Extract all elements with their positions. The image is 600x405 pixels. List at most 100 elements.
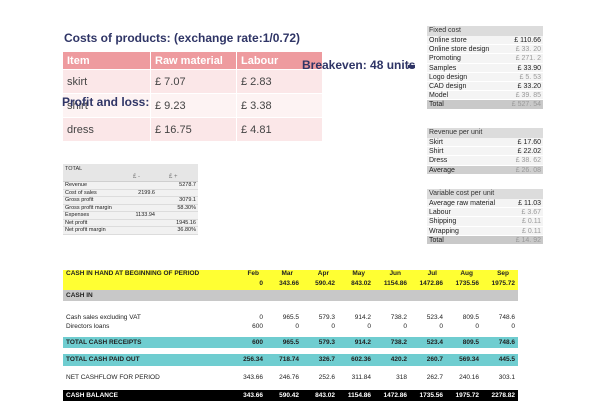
row-label: Model [429, 92, 449, 100]
row-value: 809.5 [462, 314, 479, 321]
month-label: Jul [427, 270, 437, 277]
row-value: £ 14. 92 [515, 236, 541, 244]
revenue-per-unit-table: Revenue per unit Skirt £ 17.60 Shirt £ 22.… [427, 128, 543, 175]
row-value: 0 [403, 323, 407, 330]
row-value: 343.66 [243, 374, 263, 381]
row-value-b: 58.30% [177, 204, 196, 211]
month-label: Jun [389, 270, 401, 277]
table-row: Gross profit margin 58.30% [63, 204, 198, 212]
row-label: Revenue [65, 182, 88, 188]
products-header-labour: Labour [236, 51, 323, 70]
product-labour: £ 3.38 [236, 93, 323, 118]
total-receipts-row: TOTAL CASH RECEIPTS 600 965.5 579.3 914.… [63, 337, 518, 348]
row-value: 420.2 [390, 356, 407, 363]
row-value: £ 22.02 [517, 148, 541, 156]
cashflow-table: CASH IN HAND AT BEGINNING OF PERIOD Feb … [63, 270, 518, 401]
table-row: Revenue 5278.7 [63, 182, 198, 190]
cash-in-header: CASH IN [63, 290, 518, 301]
row-value-b: 3079.1 [179, 197, 196, 203]
fixed-cost-title: Fixed cost [427, 26, 543, 36]
table-row: Online store £ 110.66 [427, 36, 543, 46]
row-value: 738.2 [390, 339, 407, 346]
row-value: 240.16 [459, 374, 479, 381]
row-value: £ 11.03 [518, 200, 541, 207]
row-value: 600 [252, 339, 263, 346]
row-value: £ 33.20 [517, 82, 541, 90]
row-value: 809.5 [462, 339, 479, 346]
product-labour: £ 4.81 [236, 117, 323, 142]
row-value: 246.76 [279, 374, 299, 381]
product-raw: £ 7.07 [150, 69, 237, 94]
table-row: Gross profit 3079.1 [63, 197, 198, 205]
row-label: Total [429, 236, 444, 244]
row-label: Skirt [429, 139, 443, 146]
net-cashflow-row: NET CASHFLOW FOR PERIOD 343.66 246.76 25… [63, 372, 518, 383]
total-paid-out-row: TOTAL CASH PAID OUT 256.34 718.74 326.7 … [63, 354, 518, 366]
row-value: 326.7 [318, 356, 335, 363]
revenue-title: Revenue per unit [427, 128, 543, 138]
breakeven-marker [408, 65, 415, 68]
row-label: Net profit [65, 219, 88, 226]
row-value: 738.2 [390, 314, 407, 321]
opening-label: CASH IN HAND AT BEGINNING OF PERIOD [66, 270, 200, 277]
table-row: Online store design £ 33. 20 [427, 45, 543, 55]
row-value-a: 2199.6 [138, 189, 155, 196]
table-row-total: Total £ 14. 92 [427, 235, 543, 245]
cash-balance-row: CASH BALANCE 343.66 590.42 843.02 1154.8… [63, 390, 518, 401]
row-label: Net profit margin [65, 227, 106, 233]
directors-loans-row: Directors loans 600 0 0 0 0 0 0 0 [63, 322, 518, 331]
row-value-b: 36.80% [177, 227, 196, 233]
products-header-row: Item Raw material Labour [62, 51, 323, 70]
product-raw: £ 16.75 [150, 117, 237, 142]
row-label: CAD design [429, 82, 467, 90]
row-value: 965.5 [282, 339, 299, 346]
currency-plus: £ + [169, 174, 178, 180]
row-label: TOTAL CASH RECEIPTS [66, 339, 142, 346]
currency-minus: £ - [133, 174, 141, 180]
row-label: NET CASHFLOW FOR PERIOD [66, 374, 160, 381]
row-value: 318 [396, 374, 407, 381]
table-row-total: Total £ 527. 54 [427, 100, 543, 110]
row-value: 0 [367, 323, 371, 330]
row-label: Labour [429, 209, 451, 217]
fixed-cost-table: Fixed cost Online store £ 110.66 Online s… [427, 26, 543, 110]
row-value: £ 527. 54 [511, 101, 541, 109]
row-value: 602.36 [351, 356, 371, 363]
row-value: 748.6 [498, 314, 515, 321]
product-name: dress [62, 117, 151, 142]
row-value: 1975.72 [455, 392, 480, 399]
spacer-row [63, 366, 518, 372]
row-value: 1154.86 [347, 392, 371, 399]
table-row: Samples £ 33.90 [427, 64, 543, 73]
row-value: 1735.56 [419, 392, 444, 399]
row-value: 343.66 [243, 392, 263, 399]
row-value: £ 271. 2 [515, 55, 541, 63]
product-raw: £ 9.23 [150, 93, 237, 118]
opening-value: 343.66 [279, 280, 299, 287]
opening-value: 1154.86 [383, 280, 407, 287]
table-row: Shipping £ 0.11 [427, 217, 543, 227]
row-value: 579.3 [318, 314, 335, 321]
row-label: Average [429, 166, 455, 174]
row-label: Logo design [429, 73, 468, 81]
row-value: 311.84 [351, 374, 371, 381]
row-value: £ 38. 62 [515, 157, 541, 165]
row-value: 718.74 [279, 356, 299, 363]
products-header-item: Item [62, 51, 151, 70]
row-label: TOTAL CASH PAID OUT [66, 356, 140, 363]
row-value: 256.34 [243, 356, 263, 363]
row-label: Gross profit margin [65, 204, 112, 211]
summary-header: TOTAL £ - £ + [63, 164, 198, 182]
opening-value: 1735.56 [455, 280, 480, 287]
table-row: skirt £ 7.07 £ 2.83 [62, 69, 323, 94]
month-label: Feb [247, 270, 259, 277]
row-value: 523.4 [426, 339, 443, 346]
variable-cost-table: Variable cost per unit Average raw mater… [427, 189, 543, 245]
opening-value: 1472.86 [419, 280, 444, 287]
month-label: May [352, 270, 365, 277]
row-value: 579.3 [318, 339, 335, 346]
row-value: 260.7 [426, 356, 443, 363]
row-value: 523.4 [426, 314, 443, 321]
row-value: 252.6 [318, 374, 335, 381]
row-value: 1472.86 [383, 392, 408, 399]
